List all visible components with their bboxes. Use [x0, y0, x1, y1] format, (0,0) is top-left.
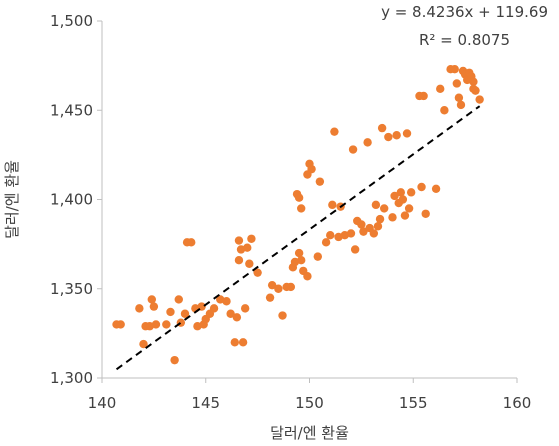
data-point [373, 222, 383, 231]
data-point [274, 284, 283, 293]
data-point [421, 209, 430, 218]
x-axis-title: 달러/엔 환율 [270, 424, 349, 442]
data-point [139, 339, 148, 349]
data-point [243, 243, 252, 252]
axes: 140 145 150 155 160 1,300 1,350 1,400 1,450 1,50… [50, 12, 531, 412]
trendline-r2: R² = 0.8075 [419, 31, 510, 49]
data-point [363, 138, 372, 147]
data-point [149, 302, 159, 311]
data-point [303, 272, 312, 281]
data-point [321, 238, 331, 247]
data-point [230, 338, 239, 347]
data-point [267, 280, 277, 290]
data-point [346, 229, 356, 238]
data-point [398, 195, 408, 204]
data-point [240, 304, 250, 313]
data-point [234, 236, 244, 245]
data-point [278, 311, 287, 320]
data-point [253, 268, 262, 277]
data-point [450, 64, 459, 74]
data-points [112, 64, 484, 365]
data-point [369, 229, 379, 238]
data-point [174, 295, 183, 304]
data-point [350, 245, 360, 254]
data-point [348, 145, 358, 154]
data-point [406, 188, 416, 197]
data-point [328, 200, 337, 210]
x-tick-label: 155 [399, 394, 428, 412]
data-point [452, 79, 462, 88]
trendline [115, 105, 481, 371]
data-point [297, 204, 306, 213]
data-point [419, 91, 428, 101]
data-point [297, 255, 306, 265]
data-point [180, 309, 190, 318]
data-point [238, 338, 248, 347]
data-point [404, 204, 414, 213]
y-tick-label: 1,350 [50, 280, 93, 298]
data-point [166, 307, 175, 317]
data-point [330, 127, 339, 136]
data-point [475, 95, 484, 104]
data-point [170, 355, 179, 365]
data-point [232, 313, 242, 322]
data-point [247, 234, 256, 243]
data-point [315, 177, 325, 186]
data-point [390, 191, 399, 201]
x-tick-label: 145 [191, 394, 220, 412]
data-point [294, 193, 304, 202]
data-point [187, 238, 196, 247]
data-point [326, 231, 335, 240]
data-point [440, 106, 449, 115]
data-point [375, 214, 385, 224]
x-tick-label: 150 [295, 394, 324, 412]
data-point [222, 297, 231, 306]
y-tick-label: 1,400 [50, 191, 93, 209]
data-point [396, 188, 405, 197]
data-point [431, 184, 441, 193]
data-point [469, 77, 478, 86]
data-point [135, 304, 144, 313]
data-point [436, 84, 445, 94]
data-point [400, 211, 410, 220]
data-point [116, 320, 125, 329]
data-point [402, 129, 412, 138]
x-tick-label: 160 [503, 394, 532, 412]
data-point [384, 132, 393, 142]
data-point [380, 204, 389, 213]
y-tick-label: 1,450 [50, 101, 93, 119]
data-point [234, 255, 244, 265]
data-point [307, 164, 316, 174]
data-point [392, 131, 401, 140]
y-tick-label: 1,300 [50, 369, 93, 387]
data-point [245, 259, 254, 268]
y-ticks: 1,300 1,350 1,400 1,450 1,500 [50, 12, 102, 387]
data-point [388, 213, 397, 222]
data-point [286, 282, 296, 292]
trendline-equation: y = 8.4236x + 119.69 [381, 3, 548, 21]
data-point [294, 248, 304, 258]
data-point [454, 93, 464, 102]
data-point [371, 200, 381, 210]
data-point [377, 123, 387, 133]
x-ticks: 140 145 150 155 160 [88, 378, 532, 412]
data-point [265, 293, 275, 302]
y-tick-label: 1,500 [50, 12, 93, 30]
data-point [209, 304, 219, 313]
data-point [147, 295, 156, 304]
data-point [357, 220, 366, 229]
x-tick-label: 140 [88, 394, 117, 412]
data-point [359, 227, 368, 236]
data-point [151, 320, 161, 329]
data-point [456, 100, 466, 110]
data-point [226, 309, 235, 318]
data-point [313, 252, 322, 261]
data-point [471, 86, 480, 95]
data-point [162, 320, 171, 329]
data-point [417, 182, 426, 192]
y-axis-title: 달러/엔 환율 [3, 160, 21, 239]
